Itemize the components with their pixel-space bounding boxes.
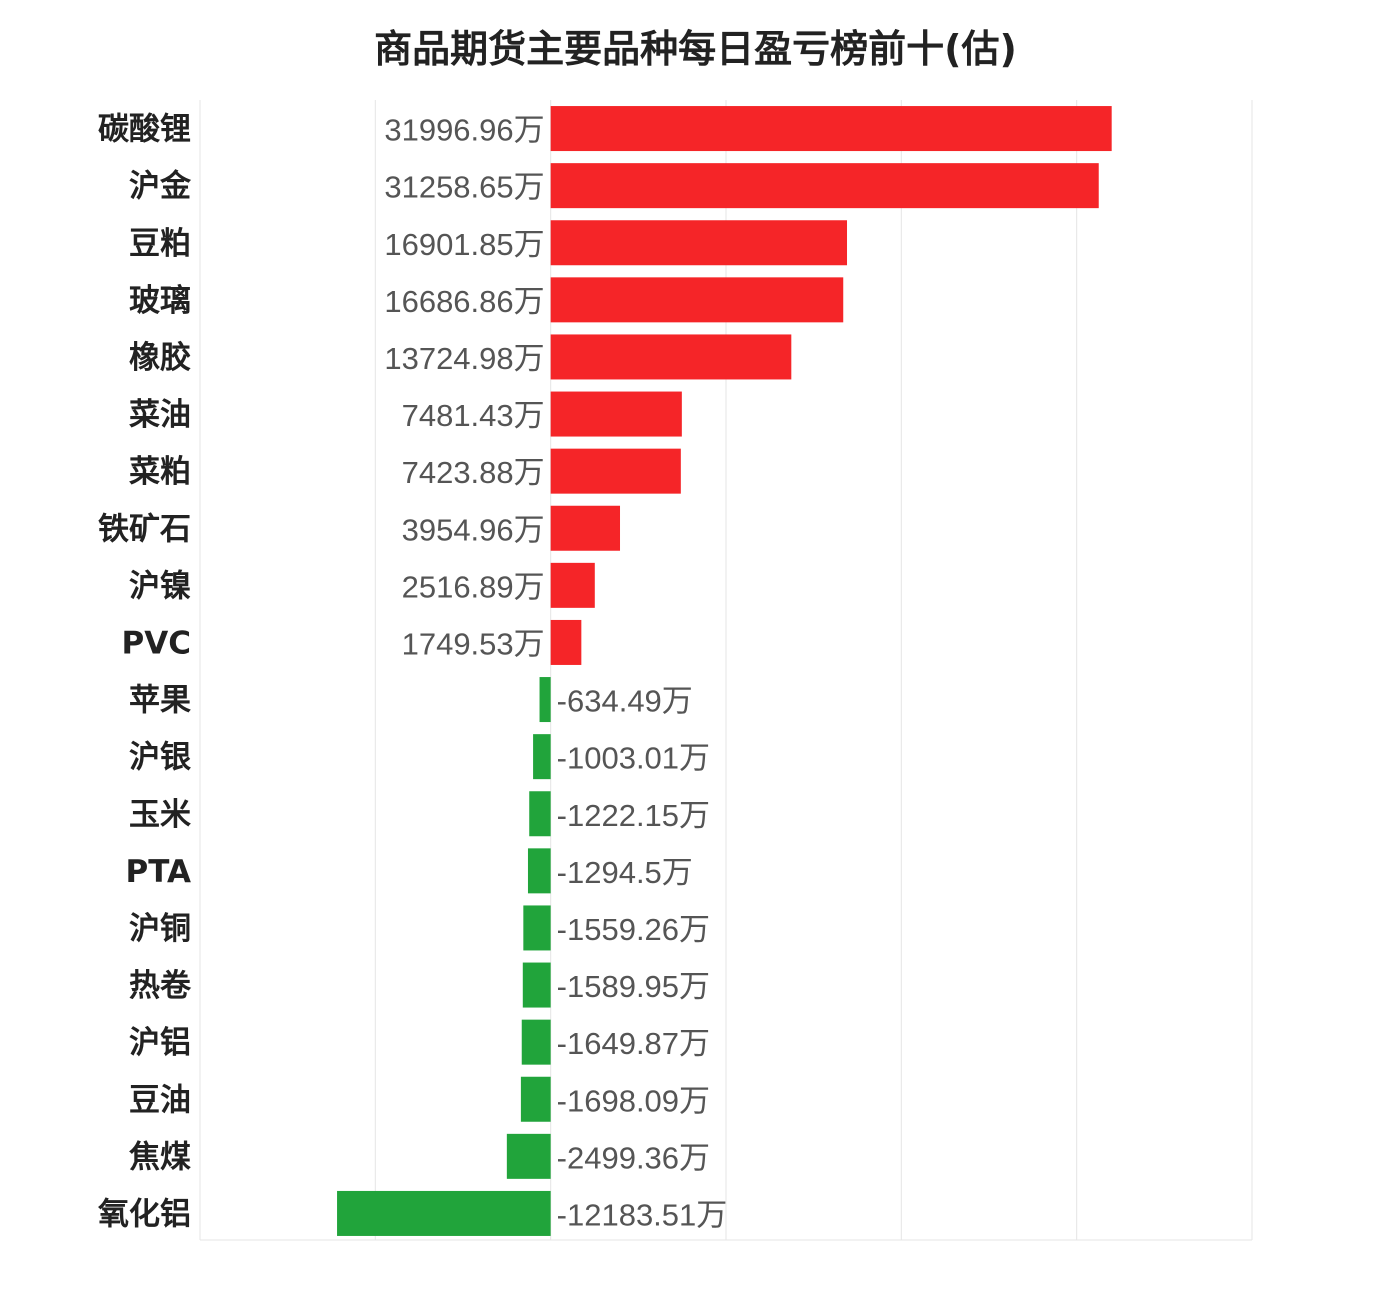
category-label: 沪铜 xyxy=(129,911,191,947)
category-label: 菜粕 xyxy=(129,454,191,490)
data-label: -12183.51万 xyxy=(557,1197,728,1232)
data-label: 16686.86万 xyxy=(384,284,544,319)
category-label: 豆粕 xyxy=(129,226,191,262)
data-label: -634.49万 xyxy=(557,684,693,719)
category-label: PVC xyxy=(122,625,191,661)
bar-8 xyxy=(550,505,621,551)
category-label: 苹果 xyxy=(129,683,191,719)
category-label: 豆油 xyxy=(129,1082,191,1118)
bar-14 xyxy=(527,848,551,894)
data-label: 2516.89万 xyxy=(402,569,545,604)
data-label: 1749.53万 xyxy=(402,626,545,661)
bar-17 xyxy=(521,1019,551,1065)
category-label: 玻璃 xyxy=(129,283,191,319)
data-label: 31996.96万 xyxy=(384,113,544,148)
data-label: -1698.09万 xyxy=(557,1083,710,1118)
category-label: 橡胶 xyxy=(129,340,191,376)
bar-7 xyxy=(550,448,681,494)
category-label: 铁矿石 xyxy=(98,511,191,547)
data-label: 7481.43万 xyxy=(402,398,545,433)
data-label: -1649.87万 xyxy=(557,1026,710,1061)
category-label: 沪金 xyxy=(129,169,192,205)
bar-4 xyxy=(550,277,844,323)
data-label: -1294.5万 xyxy=(557,855,693,890)
bar-18 xyxy=(520,1076,551,1122)
category-label: 焦煤 xyxy=(129,1139,191,1175)
data-label: -1003.01万 xyxy=(557,741,710,776)
bar-13 xyxy=(529,791,551,837)
chart-title: 商品期货主要品种每日盈亏榜前十(估) xyxy=(374,27,1017,71)
bar-15 xyxy=(523,905,551,951)
bar-9 xyxy=(550,562,595,608)
bar-19 xyxy=(506,1133,551,1179)
bar-11 xyxy=(539,677,551,723)
category-label: 玉米 xyxy=(129,797,191,833)
data-label: -2499.36万 xyxy=(557,1140,710,1175)
data-label: 16901.85万 xyxy=(384,227,544,262)
category-label: 氧化铝 xyxy=(98,1196,191,1232)
bar-6 xyxy=(550,391,682,437)
bar-12 xyxy=(533,734,551,780)
data-label: -1222.15万 xyxy=(557,798,710,833)
data-label: -1589.95万 xyxy=(557,969,710,1004)
category-label: 菜油 xyxy=(129,397,191,433)
bar-20 xyxy=(337,1190,551,1236)
bar-10 xyxy=(550,619,582,665)
bar-1 xyxy=(550,106,1112,152)
category-label: 沪银 xyxy=(129,740,191,776)
category-label: PTA xyxy=(126,854,191,890)
category-label: 沪镍 xyxy=(129,568,191,604)
bar-3 xyxy=(550,220,848,266)
data-label: 13724.98万 xyxy=(384,341,544,376)
grid-layer xyxy=(199,100,1253,1241)
bar-layer xyxy=(337,106,1112,1236)
bar-16 xyxy=(522,962,551,1008)
bar-5 xyxy=(550,334,792,380)
data-label: 7423.88万 xyxy=(402,455,545,490)
category-label: 热卷 xyxy=(129,968,192,1004)
category-label: 碳酸锂 xyxy=(98,112,191,148)
category-label: 沪铝 xyxy=(129,1025,191,1061)
bar-2 xyxy=(550,163,1099,209)
data-label: 3954.96万 xyxy=(402,512,545,547)
label-layer: 31996.96万 31258.65万 16901.85万 16686.86万 1372… xyxy=(384,113,727,1233)
data-label: -1559.26万 xyxy=(557,912,710,947)
data-label: 31258.65万 xyxy=(384,170,544,205)
